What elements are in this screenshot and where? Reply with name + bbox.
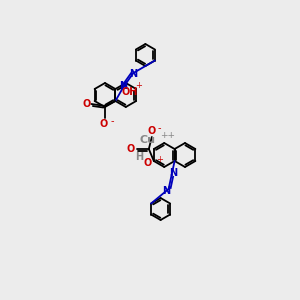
Text: +: + — [156, 155, 163, 164]
Text: O: O — [82, 99, 91, 109]
Text: N: N — [163, 186, 171, 196]
Text: -: - — [110, 116, 114, 126]
Text: N: N — [129, 69, 137, 79]
Text: ++: ++ — [160, 130, 175, 140]
Text: O: O — [99, 119, 107, 129]
Text: H: H — [135, 152, 143, 162]
Text: Cu: Cu — [140, 135, 156, 145]
Text: +: + — [135, 82, 142, 91]
Text: N: N — [169, 168, 178, 178]
Text: OH: OH — [122, 87, 138, 97]
Text: -: - — [158, 123, 161, 133]
Text: O: O — [127, 144, 135, 154]
Text: O: O — [148, 126, 156, 136]
Text: O: O — [143, 158, 151, 168]
Text: N: N — [119, 81, 128, 91]
